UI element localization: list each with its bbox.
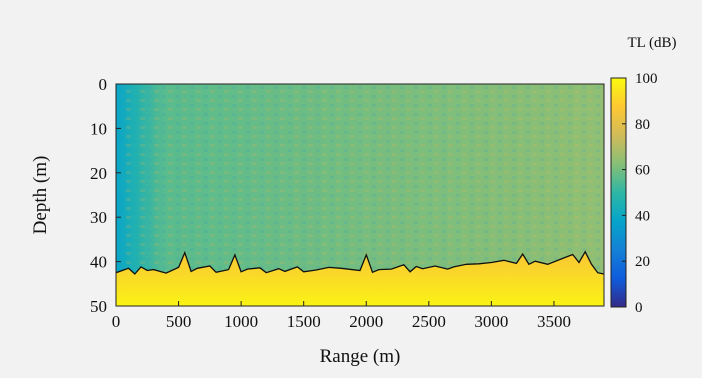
x-tick-label: 3500 [537, 312, 571, 331]
x-tick-label: 0 [112, 312, 121, 331]
y-tick-label: 50 [90, 297, 107, 316]
y-axis-label: Depth (m) [30, 156, 51, 235]
y-tick-label: 30 [90, 208, 107, 227]
x-axis: 0 500 1000 1500 2000 2500 3000 3500 [112, 301, 571, 331]
colorbar-tick-label: 100 [635, 71, 658, 87]
plot-frame [115, 83, 605, 307]
colorbar-tick-label: 0 [635, 300, 643, 316]
colorbar-tick-label: 60 [635, 163, 650, 179]
colorbar-label: TL (dB) [627, 35, 676, 51]
y-tick-label: 40 [90, 253, 107, 272]
x-tick-label: 3000 [474, 312, 508, 331]
colorbar-tick-label: 40 [635, 208, 650, 224]
y-tick-label: 0 [99, 75, 108, 94]
x-tick-label: 500 [166, 312, 192, 331]
x-tick-label: 1000 [224, 312, 258, 331]
y-axis: 0 10 20 30 40 50 [90, 75, 121, 316]
colorbar-tick-label: 20 [635, 254, 650, 270]
plot-area [116, 84, 604, 306]
x-axis-label: Range (m) [320, 346, 401, 367]
colorbar-tick-label: 80 [635, 117, 650, 133]
y-tick-label: 20 [90, 164, 107, 183]
seabed-region [116, 251, 604, 306]
x-tick-label: 2000 [349, 312, 383, 331]
colorbar-axis: 0 20 40 60 80 100 [622, 71, 658, 316]
colorbar [610, 77, 627, 308]
x-tick-label: 1500 [287, 312, 321, 331]
y-tick-label: 10 [90, 119, 107, 138]
seabed-line [116, 250, 604, 275]
x-tick-label: 2500 [412, 312, 446, 331]
